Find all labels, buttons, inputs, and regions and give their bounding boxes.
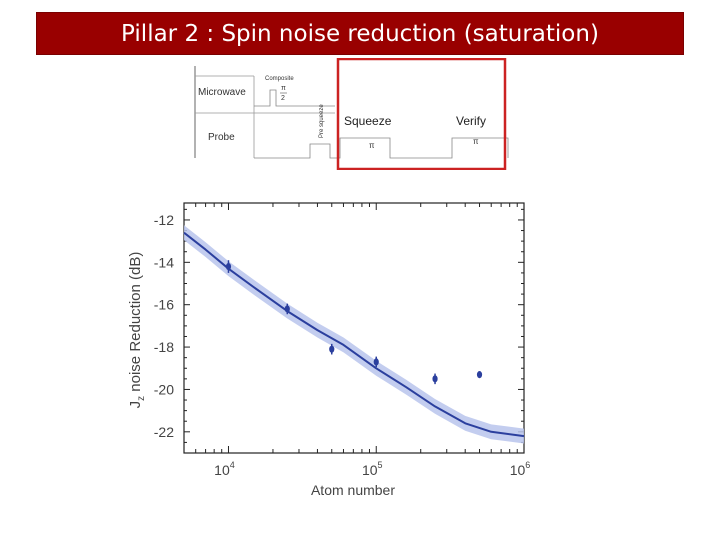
y-axis-label: Jz noise Reduction (dB) xyxy=(127,252,147,409)
x-tick-base: 10 xyxy=(362,462,378,478)
y-tick-label-2: -14 xyxy=(154,254,174,270)
y-axis-label-symbol: J xyxy=(127,401,144,409)
data-point-4 xyxy=(373,358,379,366)
data-point-5 xyxy=(432,375,438,383)
data-point-2 xyxy=(284,305,290,313)
data-point-1 xyxy=(225,262,232,271)
probe-trace xyxy=(254,137,509,159)
y-tick-label-5: -20 xyxy=(154,381,174,397)
y-tick-label-6: -22 xyxy=(154,424,174,440)
row-label-microwave: Microwave xyxy=(198,87,246,98)
plot-frame xyxy=(183,202,525,454)
confidence-band-area xyxy=(184,225,524,444)
x-tick-base: 10 xyxy=(214,462,230,478)
pulse-sequence-diagram: Microwave Probe Composite π 2 Pre squeez… xyxy=(194,58,509,170)
data-point-6 xyxy=(476,371,483,379)
x-tick-base: 10 xyxy=(510,462,526,478)
composite-label: Composite xyxy=(265,76,294,82)
slide-title-bar: Pillar 2 : Spin noise reduction (saturat… xyxy=(36,12,684,55)
x-tick-exponent: 5 xyxy=(378,460,383,470)
x-tick-label-2: 105 xyxy=(362,460,383,478)
x-tick-labels: 104 105 106 xyxy=(214,460,530,478)
microwave-trace xyxy=(254,89,335,107)
x-tick-label-1: 104 xyxy=(214,460,235,478)
squeeze-label: Squeeze xyxy=(344,114,392,128)
squeeze-pulse-symbol: π xyxy=(369,141,375,150)
fit-confidence-band xyxy=(184,225,524,444)
pi-half-numerator: π xyxy=(281,85,286,92)
noise-reduction-chart: 104 105 106 -12-14-16-18-20-22 Atom number… xyxy=(127,202,530,498)
x-tick-exponent: 6 xyxy=(525,460,530,470)
y-tick-labels: -12 -14 -16 -18 -20 -22 xyxy=(154,212,174,440)
y-axis-label-text: noise Reduction (dB) xyxy=(127,252,144,396)
fit-curve-line xyxy=(183,231,525,438)
pi-half-denominator: 2 xyxy=(281,95,285,102)
data-point-3 xyxy=(329,345,335,353)
row-label-probe: Probe xyxy=(208,132,235,143)
y-tick-label-3: -16 xyxy=(154,297,174,313)
slide-title: Pillar 2 : Spin noise reduction (saturat… xyxy=(121,20,599,47)
x-tick-label-3: 106 xyxy=(510,460,531,478)
squeeze-verify-highlight xyxy=(336,58,507,170)
y-tick-label-1: -12 xyxy=(154,212,174,228)
verify-pulse-symbol: π xyxy=(473,137,479,146)
x-axis-label: Atom number xyxy=(311,482,395,498)
x-tick-exponent: 4 xyxy=(230,460,235,470)
verify-label: Verify xyxy=(456,114,486,128)
y-axis-label-subscript: z xyxy=(136,396,147,401)
y-tick-label-4: -18 xyxy=(154,339,174,355)
chart-axes xyxy=(183,202,525,454)
pre-squeeze-label: Pre squeeze xyxy=(319,104,325,138)
data-points xyxy=(225,260,483,385)
fit-curve xyxy=(183,231,525,438)
